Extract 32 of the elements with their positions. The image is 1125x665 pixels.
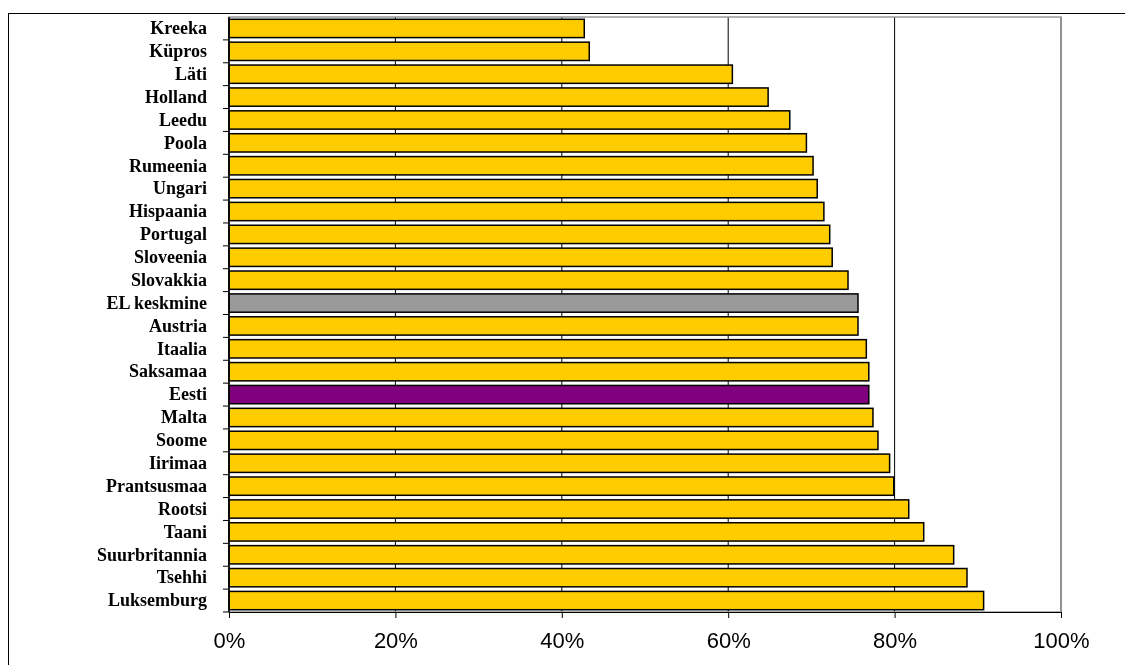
y-tick-label: Kreeka bbox=[150, 18, 207, 39]
x-tick-label: 100% bbox=[1033, 627, 1090, 653]
y-tick-label: Läti bbox=[174, 63, 207, 84]
y-tick-label: Sloveenia bbox=[133, 247, 207, 268]
y-tick-label: Ungari bbox=[153, 178, 207, 199]
y-tick-label: Slovakkia bbox=[130, 269, 207, 290]
y-tick-label: Malta bbox=[161, 407, 207, 428]
y-tick-label: Austria bbox=[149, 315, 207, 336]
y-tick-label: Rootsi bbox=[158, 498, 207, 519]
y-tick-label: Küpros bbox=[149, 41, 207, 62]
y-tick-label: Iirimaa bbox=[149, 453, 207, 474]
y-tick-label: Leedu bbox=[158, 109, 207, 130]
y-tick-label: Eesti bbox=[169, 384, 207, 405]
y-tick-label: Luksemburg bbox=[107, 590, 207, 611]
y-tick-label: Portugal bbox=[140, 224, 207, 245]
x-tick-label: 80% bbox=[873, 627, 918, 653]
y-tick-label: EL keskmine bbox=[106, 292, 208, 313]
y-tick-label: Prantsusmaa bbox=[105, 475, 207, 496]
x-tick-label: 20% bbox=[373, 627, 418, 653]
y-tick-label: Rumeenia bbox=[129, 155, 207, 176]
y-tick-label: Holland bbox=[144, 86, 207, 107]
y-tick-label: Saksamaa bbox=[128, 361, 207, 382]
y-tick-label: Tsehhi bbox=[156, 567, 207, 588]
x-tick-label: 60% bbox=[706, 627, 751, 653]
y-tick-label: Taani bbox=[163, 521, 207, 542]
y-tick-label: Itaalia bbox=[156, 338, 207, 359]
y-tick-label: Hispaania bbox=[128, 201, 207, 222]
y-tick-label: Soome bbox=[156, 430, 207, 451]
y-tick-label: Poola bbox=[164, 132, 207, 153]
y-tick-label: Suurbritannia bbox=[96, 544, 207, 565]
x-tick-label: 40% bbox=[540, 627, 585, 653]
x-tick-label: 0% bbox=[213, 627, 246, 653]
